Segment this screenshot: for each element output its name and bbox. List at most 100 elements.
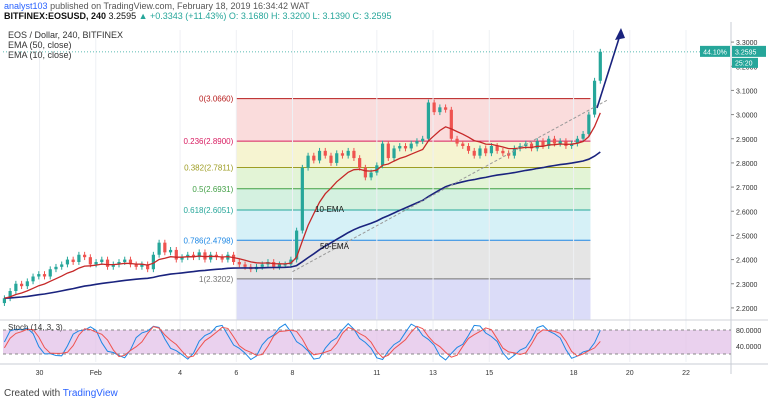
candle-body [592, 80, 597, 115]
candle-body [94, 262, 98, 265]
candle-body [54, 266, 58, 270]
candle-body [231, 254, 236, 262]
percent-tag-text: 44.10% [703, 49, 727, 56]
candle-body [37, 274, 41, 277]
candle-body [8, 291, 12, 299]
last-price: 3.2595 [108, 11, 137, 21]
fib-level-label: 0(3.0660) [199, 95, 234, 104]
stochastic-panel: Stoch (14, 3, 3) 80.0000 40.0000 [0, 319, 768, 361]
candle-body [295, 230, 299, 260]
x-tick-label: 4 [178, 370, 182, 377]
chart-area[interactable]: 0(3.0660) 0.236(2.8900) 0.382(2.7811) 0.5(2… [0, 22, 768, 382]
candle-body [100, 259, 104, 262]
candle-body [317, 150, 322, 161]
stoch-k-line [3, 322, 601, 361]
author-link[interactable]: analyst103 [4, 1, 48, 11]
candle-body [60, 264, 64, 267]
publish-date-text: published on TradingView.com, February 1… [50, 1, 310, 11]
candle-body [197, 252, 201, 258]
y-tick-label: 2.4000 [736, 258, 758, 265]
last-price-tag-text: 3.2595 [735, 49, 757, 56]
y-tick-label: 3.1000 [736, 88, 758, 95]
up-arrow-icon [596, 28, 625, 109]
candle-body [105, 259, 110, 267]
candle-body [168, 249, 173, 253]
candle-body [421, 138, 425, 142]
candle-body [163, 242, 167, 253]
x-tick-label: 15 [485, 370, 493, 377]
price-chart-svg[interactable]: 0(3.0660) 0.236(2.8900) 0.382(2.7811) 0.5(2… [0, 22, 768, 382]
candle-body [19, 283, 24, 287]
candle-body [541, 141, 545, 146]
candle-body [369, 172, 373, 178]
candle-body [386, 143, 390, 159]
candle-body [346, 150, 350, 156]
candle-body [352, 150, 356, 159]
candle-body [552, 138, 557, 144]
candle-body [123, 259, 127, 262]
candle-body [306, 155, 310, 168]
ohlc-values: O: 3.1680 H: 3.3200 L: 3.1390 C: 3.2595 [228, 11, 392, 21]
tradingview-logo[interactable]: TradingView [62, 388, 118, 399]
candle-body [300, 167, 304, 231]
candle-body [443, 107, 448, 110]
publish-info: analyst103 published on TradingView.com,… [4, 1, 310, 11]
x-tick-label: 13 [429, 370, 437, 377]
price-change: ▲ +0.3343 (+11.43%) [138, 11, 227, 21]
y-tick-label: 2.7000 [736, 185, 758, 192]
candle-body [529, 143, 534, 149]
time-axis: 30 Feb 4 6 8 11 13 15 18 20 22 [0, 363, 768, 377]
candle-body [65, 259, 70, 265]
symbol-line: BITFINEX:EOSUSD, 240 3.2595 ▲ +0.3343 (+… [4, 11, 392, 21]
fib-zone [236, 98, 591, 142]
candle-body [466, 146, 471, 151]
arrow-shaft [596, 31, 622, 109]
candle-body [449, 109, 453, 139]
annotation-ema50: 50-EMA [320, 242, 350, 251]
y-tick-label: 2.8000 [736, 161, 758, 168]
y-tick-label: 3.3000 [736, 40, 758, 47]
candle-body [140, 264, 144, 267]
timer-tag [732, 57, 758, 68]
candle-body [77, 254, 81, 262]
legend-ema50[interactable]: EMA (50, close) [8, 40, 72, 50]
candle-body [415, 141, 419, 144]
candle-body [220, 257, 224, 260]
candle-body [501, 150, 505, 154]
y-tick-label: 2.6000 [736, 209, 758, 216]
last-price-tag [732, 45, 766, 57]
candle-body [558, 141, 562, 144]
created-with-text: Created with [4, 388, 61, 399]
ema10-line [4, 112, 601, 299]
x-tick-label: 8 [291, 370, 295, 377]
candle-body [151, 254, 155, 270]
y-tick-label: 2.2000 [736, 306, 758, 313]
publish-header: analyst103 published on TradingView.com,… [0, 0, 768, 22]
fib-level-label: 0.618(2.6051) [183, 206, 233, 215]
candle-body [518, 146, 522, 149]
candle-body [42, 274, 47, 277]
stoch-label: Stoch (14, 3, 3) [8, 323, 63, 332]
candle-body [581, 133, 585, 139]
candle-body [432, 102, 436, 113]
y-tick-label: 2.9000 [736, 137, 758, 144]
candle-body [312, 155, 316, 161]
legend-ema10[interactable]: EMA (10, close) [8, 50, 72, 60]
symbol-name: BITFINEX:EOSUSD, 240 [4, 11, 107, 21]
fib-level-label: 0.236(2.8900) [183, 137, 233, 146]
candle-body [398, 146, 402, 149]
x-tick-label: 22 [682, 370, 690, 377]
fib-zone [236, 188, 591, 211]
fib-level-label: 0.382(2.7811) [184, 163, 234, 172]
candle-body [329, 155, 333, 163]
candle-body [461, 143, 465, 146]
candle-body [489, 146, 494, 154]
candle-body [157, 242, 161, 255]
candle-body [174, 249, 178, 260]
candle-body [409, 143, 413, 149]
x-tick-label: 20 [626, 370, 634, 377]
candle-body [598, 51, 602, 81]
fib-zone [236, 210, 591, 241]
candle-body [392, 148, 396, 159]
fib-level-label: 0.5(2.6931) [192, 185, 233, 194]
